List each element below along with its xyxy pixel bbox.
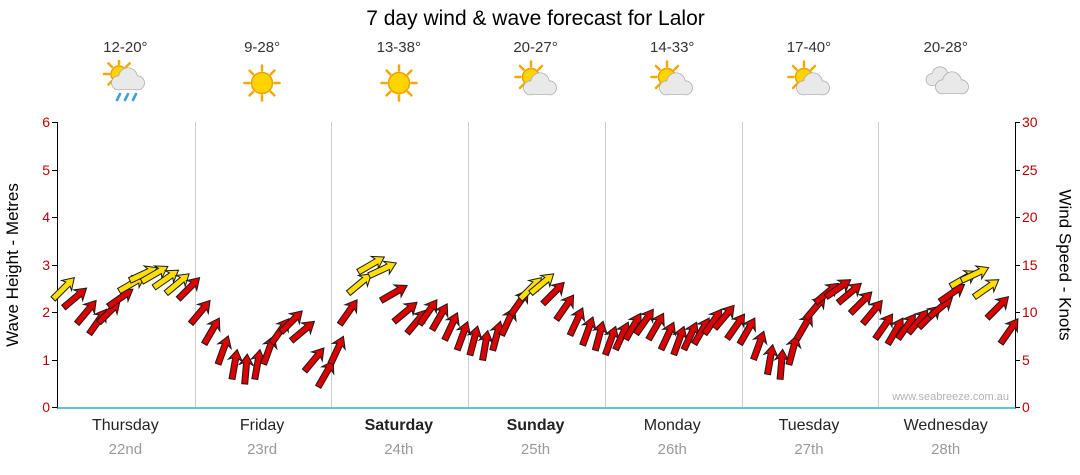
wind-arrow bbox=[163, 273, 190, 297]
wind-arrow bbox=[378, 284, 408, 304]
wind-arrow bbox=[367, 260, 398, 280]
wind-arrow bbox=[724, 313, 746, 342]
sun-cloud-icon bbox=[650, 60, 694, 96]
wind-arrow bbox=[711, 304, 735, 331]
wind-arrow bbox=[997, 317, 1019, 346]
day-gridline bbox=[878, 122, 880, 407]
left-axis-title: Wave Height - Metres bbox=[3, 182, 22, 347]
wind-arrow bbox=[645, 312, 665, 342]
wind-arrow bbox=[288, 320, 316, 344]
plot-area: www.seabreeze.com.au bbox=[50, 122, 1019, 409]
weather-icon bbox=[510, 60, 562, 111]
sun-icon bbox=[243, 64, 281, 102]
watermark: www.seabreeze.com.au bbox=[892, 391, 1009, 403]
wind-arrow bbox=[175, 277, 201, 302]
day-date: 26th bbox=[657, 441, 687, 458]
days-row: Thursday 22nd Friday 23rd Saturday 24th Sun… bbox=[57, 417, 1014, 458]
wind-arrow bbox=[73, 299, 97, 327]
day-name: Friday bbox=[239, 417, 285, 434]
temp-range: 9-28° bbox=[244, 39, 281, 56]
icons-row bbox=[57, 57, 1014, 116]
day-name: Wednesday bbox=[903, 417, 988, 434]
day-date: 28th bbox=[931, 441, 961, 458]
right-axis-title: Wind Speed - Knots bbox=[1056, 188, 1076, 341]
day-gridline bbox=[604, 122, 606, 407]
wind-arrow bbox=[847, 291, 873, 316]
wind-arrow bbox=[984, 296, 1010, 321]
temp-range: 20-27° bbox=[513, 39, 558, 56]
temp-range: 20-28° bbox=[923, 39, 968, 56]
day-gridline bbox=[194, 122, 196, 407]
day-gridline bbox=[331, 122, 333, 407]
day-date: 25th bbox=[520, 441, 551, 458]
wind-arrow bbox=[971, 279, 1000, 301]
weather-icon bbox=[783, 60, 835, 111]
wind-arrow bbox=[201, 317, 221, 347]
wind-arrow bbox=[139, 265, 169, 285]
wind-arrow bbox=[959, 265, 990, 284]
page-title: 7 day wind & wave forecast for Lalor bbox=[366, 7, 705, 30]
day-name: Thursday bbox=[92, 417, 159, 434]
wind-arrow bbox=[237, 353, 255, 385]
weather-icon bbox=[236, 60, 288, 111]
wind-arrow bbox=[301, 347, 325, 374]
wind-arrow bbox=[214, 335, 233, 366]
temp-range: 13-38° bbox=[376, 39, 421, 56]
wind-arrow bbox=[416, 298, 438, 327]
wind-arrow bbox=[278, 310, 303, 335]
sun-icon bbox=[380, 64, 418, 102]
wind-arrow bbox=[553, 294, 575, 323]
wind-arrow bbox=[428, 303, 449, 332]
day-name: Tuesday bbox=[778, 417, 840, 434]
day-date: 24th bbox=[384, 441, 414, 458]
wind-arrow bbox=[50, 277, 75, 302]
sun-cloud-icon bbox=[787, 60, 830, 96]
wind-arrow bbox=[859, 299, 883, 327]
temp-range: 14-33° bbox=[650, 39, 695, 56]
wind-arrow bbox=[327, 335, 346, 366]
weather-icon bbox=[99, 57, 151, 111]
wind-arrow bbox=[336, 298, 358, 327]
wind-arrow bbox=[540, 281, 565, 307]
wind-arrow bbox=[226, 348, 244, 381]
wind-arrow bbox=[750, 330, 768, 362]
wind-arrow bbox=[528, 273, 555, 297]
temps-row: 12-20° 9-28° 13-38° 20-27° 14-33° 17-40°… bbox=[57, 39, 1014, 56]
day-date: 23rd bbox=[247, 441, 278, 458]
left-axis-title-wrap: Wave Height - Metres bbox=[0, 122, 28, 407]
day-gridline bbox=[468, 122, 470, 407]
wind-arrow bbox=[187, 299, 211, 327]
wind-arrow bbox=[60, 287, 88, 311]
wind-arrow bbox=[785, 334, 802, 366]
wind-arrow bbox=[835, 282, 863, 306]
right-axis-title-wrap: Wind Speed - Knots bbox=[1050, 122, 1080, 407]
weather-icon bbox=[646, 60, 698, 111]
day-name: Sunday bbox=[506, 417, 565, 434]
wind-arrow bbox=[566, 307, 586, 338]
day-date: 27th bbox=[794, 441, 824, 458]
wind-arrow bbox=[872, 313, 894, 342]
wind-arrows-svg bbox=[50, 255, 1019, 389]
sun-cloud-icon bbox=[513, 60, 557, 96]
wind-arrow bbox=[632, 308, 654, 337]
day-date: 22nd bbox=[108, 441, 143, 458]
cloud-icon bbox=[925, 66, 969, 95]
day-name: Saturday bbox=[364, 417, 434, 434]
temp-range: 12-20° bbox=[103, 39, 148, 56]
day-gridline bbox=[741, 122, 743, 407]
day-name: Monday bbox=[643, 417, 701, 434]
wind-arrow bbox=[151, 269, 180, 291]
wind-arrow bbox=[345, 273, 373, 297]
wind-arrow bbox=[736, 317, 756, 347]
sun-rain-icon bbox=[103, 57, 146, 102]
temp-range: 17-40° bbox=[786, 39, 832, 56]
wind-arrow bbox=[762, 343, 779, 376]
wind-arrow bbox=[441, 311, 460, 342]
wind-arrow bbox=[314, 360, 335, 389]
weather-icon bbox=[373, 60, 425, 111]
wind-arrow bbox=[823, 279, 852, 301]
weather-icon bbox=[920, 60, 972, 111]
